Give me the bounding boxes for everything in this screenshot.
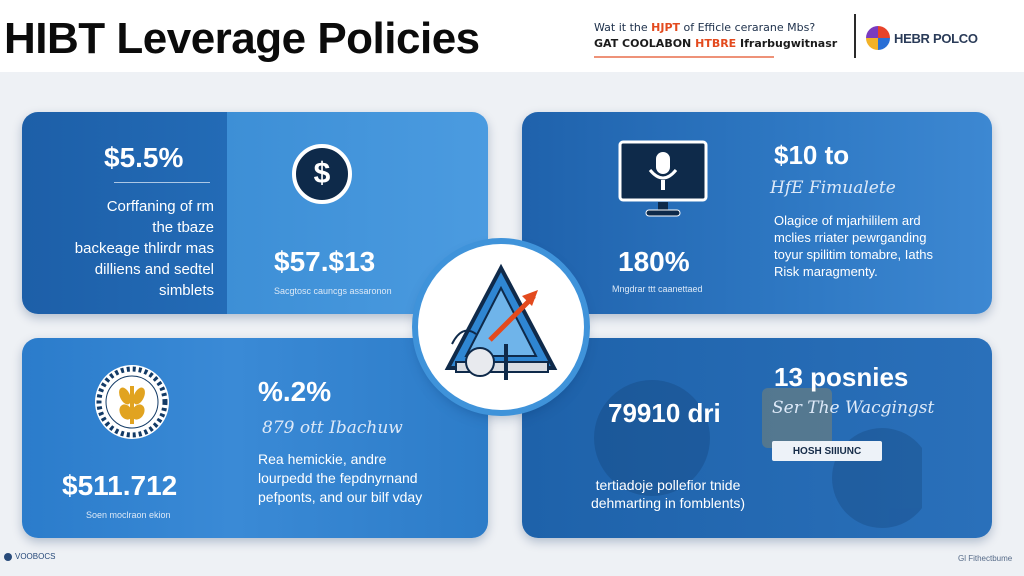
tagline-line-2-part-a: GAT COOLABON — [594, 37, 692, 50]
card-tr-paragraph-line: toyur spilitim tomabre, Iaths — [774, 247, 933, 262]
tagline: Wat it the HJPT of Efficle cerarane Mbs?… — [594, 20, 844, 52]
card-bl-headline: %.2% — [258, 376, 332, 407]
footer-logo-icon — [4, 552, 12, 561]
tagline-line-1-part-b: of Efficle cerarane Mbs? — [680, 21, 816, 34]
dollar-coin-icon: $ — [292, 144, 352, 204]
card-tl-headline: $5.5% — [104, 142, 184, 173]
microphone-monitor-icon — [618, 140, 708, 217]
tagline-underline — [594, 56, 774, 58]
card-top-left: $5.5% Corffaning of rm the tbaze backeag… — [22, 112, 488, 314]
tagline-line-1-highlight: HJPT — [651, 21, 681, 34]
host-chip: HOSH SIIIUNC — [772, 441, 882, 461]
tagline-line-2-highlight: HTBRE — [695, 37, 737, 50]
center-hub — [418, 244, 584, 410]
card-bl-paragraph: Rea hemickie, andre lourpedd the fepdnyr… — [258, 450, 478, 507]
card-tr-stat-caption: Mngdrar ttt caanettaed — [612, 284, 703, 294]
card-tl-paragraph-line: backeage thlirdr mas — [74, 240, 214, 257]
card-br-headline: 13 posnies — [774, 362, 909, 392]
brand-name: HEBR POLCO — [894, 30, 978, 46]
card-bl-caption: Soen moclraon ekion — [86, 510, 171, 520]
card-tl-paragraph-line: simblets — [158, 282, 214, 299]
card-tr-script: HfE Fimualete — [770, 178, 896, 198]
card-tl-stat-caption: Sacgtosc cauncgs assaronon — [274, 286, 392, 296]
card-br-stat: 79910 dri — [608, 398, 721, 428]
card-tr-paragraph-line: mclies rriater pewrganding — [774, 230, 927, 245]
card-br-paragraph-line: tertiadoje pollefior tnide — [595, 477, 741, 493]
card-tl-stat: $57.$13 — [274, 246, 376, 277]
card-bl-paragraph-line: lourpedd the fepdnyrnand — [258, 470, 418, 486]
card-tl-paragraph-line: the tbaze — [152, 219, 214, 236]
card-tl-headline-underline — [114, 182, 210, 183]
brand-logo-icon — [866, 26, 890, 50]
card-tl-paragraph-line: Corffaning of rm — [106, 198, 214, 215]
card-tr-paragraph-line: Olagice of mjarhililem ard — [774, 213, 921, 228]
card-bl-paragraph-line: pefponts, and our bilf vday — [258, 489, 423, 505]
card-tr-paragraph-line: Risk maragmenty. — [774, 264, 878, 279]
brand: HEBR POLCO — [866, 26, 978, 50]
card-bl-script: 879 ott Ibachuw — [262, 418, 403, 438]
card-tr-stat: 180% — [618, 246, 690, 277]
card-br-paragraph: tertiadoje pollefior tnide dehmarting in… — [558, 476, 778, 512]
header-divider — [854, 14, 856, 58]
card-bottom-left: $511.712 Soen moclraon ekion %.2% 879 ot… — [22, 338, 488, 538]
card-br-paragraph-line: dehmarting in fomblents) — [590, 495, 746, 511]
footer-right: Gl Fithectbume — [958, 554, 1013, 563]
card-bl-value: $511.712 — [62, 470, 178, 501]
rising-arrow-triangle-icon — [444, 263, 558, 380]
footer-left: VOOBOCS — [4, 552, 55, 561]
card-bottom-right: 79910 dri tertiadoje pollefior tnide deh… — [522, 338, 992, 538]
card-tr-headline: $10 to — [774, 140, 850, 170]
tagline-line-2-part-b: Ifrarbugwitnasr — [736, 37, 838, 50]
tagline-line-1-part-a: Wat it the — [594, 21, 652, 34]
header: HIBT Leverage Policies Wat it the HJPT o… — [0, 0, 1024, 72]
card-tl-paragraph-line: dilliens and sedtel — [94, 261, 214, 278]
tagline-line-2: GAT COOLABON HTBRE Ifrarbugwitnasr — [594, 36, 844, 52]
card-tl-paragraph: Corffaning of rm the tbaze backeage thli… — [24, 196, 214, 301]
page-title: HIBT Leverage Policies — [4, 14, 480, 63]
card-bl-paragraph-line: Rea hemickie, andre — [258, 451, 387, 467]
card-tr-paragraph: Olagice of mjarhililem ard mclies rriate… — [774, 212, 984, 280]
footer-left-text: VOOBOCS — [15, 552, 56, 561]
card-br-script: Ser The Wacgingst — [772, 398, 935, 418]
wheat-medallion-icon — [95, 365, 169, 439]
tagline-line-1: Wat it the HJPT of Efficle cerarane Mbs? — [594, 20, 844, 36]
card-top-right: 180% Mngdrar ttt caanettaed $10 to HfE F… — [522, 112, 992, 314]
